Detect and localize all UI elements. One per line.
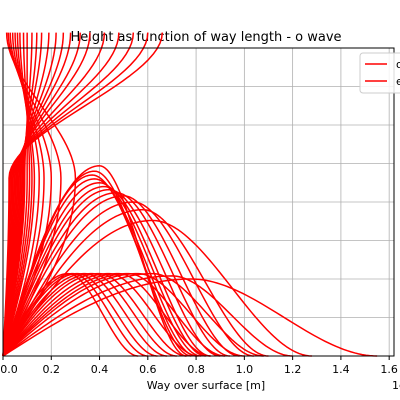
x-tick-label: 0.2 [43, 363, 61, 376]
low-arc-line [2, 278, 378, 357]
x-tick-label: 0.6 [139, 363, 157, 376]
escaping-ray-line [2, 32, 31, 357]
escaping-ray-line [2, 32, 36, 357]
low-arc-line [2, 272, 158, 357]
high-arc-line [2, 201, 255, 357]
x-tick-label: 0.0 [0, 363, 18, 376]
high-arc-line [2, 195, 240, 357]
escaping-ray-line [2, 32, 28, 357]
escaping-ray-line [2, 32, 164, 357]
high-arc-line [2, 208, 269, 357]
legend-label-o: o [396, 58, 400, 71]
x-tick-label: 0.4 [91, 363, 109, 376]
x-axis-offset-text: 1e [392, 379, 400, 392]
low-arc-line [2, 272, 245, 357]
x-tick-label: 1.2 [284, 363, 302, 376]
x-tick-label: 0.8 [187, 363, 205, 376]
x-tick-label: 1.4 [332, 363, 350, 376]
high-arc-line [2, 178, 201, 357]
x-tick-label: 1.0 [236, 363, 254, 376]
high-arc-line [2, 182, 206, 357]
legend-label-e: e [396, 75, 400, 88]
high-arc-line [2, 188, 221, 357]
grid [2, 48, 394, 356]
x-axis-ticks: 0.0 0.2 0.4 0.6 0.8 1.0 1.2 1.4 1.6 [0, 356, 398, 376]
legend-box [359, 52, 400, 94]
legend: o e [359, 52, 400, 94]
x-tick-label: 1.6 [380, 363, 398, 376]
high-arc-line [2, 192, 230, 357]
plot-frame [2, 47, 395, 357]
x-axis-label: Way over surface [m] [147, 379, 265, 392]
escaping-ray-line [2, 32, 33, 357]
low-arc-line [2, 275, 293, 357]
series-lines [2, 32, 378, 357]
low-arc-line [2, 272, 187, 357]
high-arc-line [2, 174, 197, 357]
low-arc-line [2, 272, 264, 357]
chart-title: Height as function of way length - o wav… [70, 30, 341, 45]
